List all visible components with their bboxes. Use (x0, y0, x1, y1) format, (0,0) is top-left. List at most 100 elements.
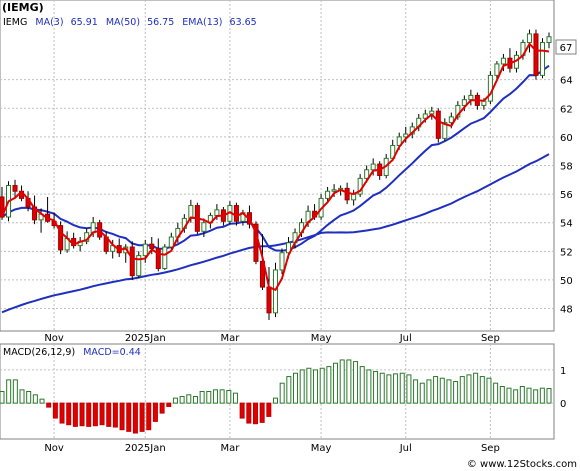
price-y-tick: 60 (560, 133, 573, 144)
macd-x-tick: Nov (44, 443, 64, 454)
macd-bar (479, 376, 485, 404)
macd-legend: MACD(26,12,9) MACD=0.44 (3, 347, 141, 358)
price-x-axis: Nov 2025Jan Mar May Jul Sep (44, 333, 499, 344)
candle-body (370, 163, 376, 171)
candle-body (12, 185, 18, 192)
candle-body (233, 205, 239, 222)
candle-body (442, 122, 448, 139)
macd-bar (326, 366, 332, 404)
watermark: © www.12Stocks.com (467, 459, 577, 470)
macd-bar (306, 367, 312, 404)
candle-body (136, 255, 142, 277)
macd-bar (66, 402, 72, 426)
macd-x-tick: 2025Jan (125, 443, 166, 454)
macd-bar (399, 372, 405, 404)
legend-ema13-value: 63.65 (230, 17, 257, 28)
macd-bar (286, 376, 292, 404)
macd-bar (0, 391, 5, 404)
macd-bar (126, 402, 132, 432)
candle-body (494, 63, 500, 76)
price-x-tick: Nov (44, 333, 64, 344)
candle-body (188, 205, 194, 219)
candle-body (546, 36, 552, 43)
macd-bar (426, 379, 432, 404)
macd-bar (206, 391, 212, 404)
macd-bar (266, 402, 272, 417)
macd-bar (419, 382, 425, 404)
macd-bar (32, 394, 38, 404)
macd-bar (6, 379, 12, 404)
macd-bar (433, 376, 439, 404)
macd-bar (293, 372, 299, 404)
macd-bar (79, 402, 85, 427)
macd-bar (212, 389, 218, 404)
macd-bar (333, 362, 339, 404)
macd-bar (353, 361, 359, 404)
candle-body (279, 252, 285, 271)
macd-bar (379, 372, 385, 404)
macd-bar (513, 389, 519, 404)
macd-value: MACD=0.44 (83, 347, 141, 358)
legend-ticker: IEMG (3, 17, 27, 28)
macd-bar (533, 389, 539, 404)
price-y-tick: 64 (560, 76, 573, 87)
macd-bar (359, 366, 365, 404)
price-y-tick: 62 (560, 104, 573, 115)
macd-x-tick: Jul (399, 443, 412, 454)
price-x-tick: May (311, 333, 332, 344)
candle-body (266, 286, 272, 314)
candle-body (149, 243, 155, 249)
candle-body (468, 94, 474, 101)
candle-body (129, 246, 135, 277)
macd-bar (546, 388, 552, 404)
macd-bar (52, 402, 58, 419)
macd-bar (159, 402, 165, 414)
price-y-tick: 58 (560, 162, 573, 173)
macd-bar (319, 367, 325, 404)
macd-bar (259, 402, 265, 423)
candle-body (481, 100, 487, 106)
last-price-value: 67 (560, 43, 573, 54)
legend-ema13-name: EMA(13) (182, 17, 222, 28)
macd-bar (453, 381, 459, 404)
price-x-tick: 2025Jan (125, 333, 166, 344)
macd-bar (252, 402, 258, 425)
macd-bar (146, 402, 152, 431)
macd-bar (106, 402, 112, 427)
macd-bar (246, 402, 252, 424)
macd-bar (12, 379, 18, 404)
macd-bar (346, 359, 352, 404)
macd-bar (519, 386, 525, 404)
macd-x-tick: Sep (481, 443, 500, 454)
macd-bar (473, 372, 479, 404)
candle-body (461, 99, 467, 106)
macd-bar (166, 402, 172, 407)
macd-bar (539, 387, 545, 404)
candle-body (214, 209, 220, 217)
ma3-line (1, 42, 550, 292)
candle-body (201, 222, 207, 232)
macd-bar (92, 402, 98, 427)
price-x-tick: Sep (481, 333, 500, 344)
macd-y-tick: 1 (560, 366, 566, 377)
macd-bar (466, 374, 472, 404)
price-y-axis: 48 50 52 54 56 58 60 62 64 (560, 76, 573, 316)
price-y-tick: 56 (560, 190, 573, 201)
legend-ma3-value: 65.91 (71, 17, 98, 28)
macd-bar (112, 402, 118, 428)
macd-bar (406, 374, 412, 404)
macd-bar (506, 387, 512, 404)
macd-bar (172, 397, 178, 404)
candle-body (500, 57, 506, 65)
macd-bar (139, 402, 145, 432)
macd-bar (446, 379, 452, 404)
macd-bar (313, 369, 319, 404)
candle-body (162, 246, 168, 269)
candle-body (533, 33, 539, 76)
macd-bar (393, 373, 399, 404)
macd-bar (493, 382, 499, 404)
macd-bar (526, 387, 532, 404)
macd-bar (186, 394, 192, 404)
macd-y-axis: 10 (560, 366, 566, 410)
candle-body (526, 33, 532, 43)
